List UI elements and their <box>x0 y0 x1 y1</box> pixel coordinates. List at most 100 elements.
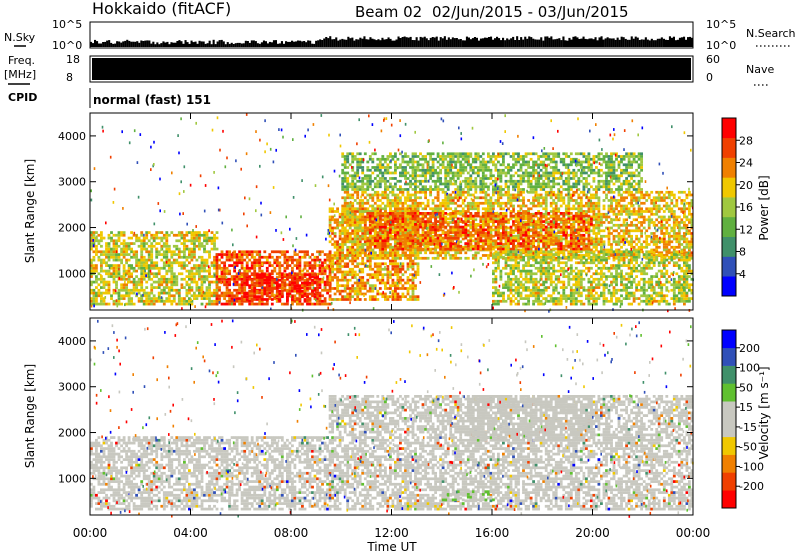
power-cell <box>95 286 98 289</box>
power-cell <box>243 282 246 285</box>
power-cell <box>256 276 259 279</box>
power-cell <box>123 234 126 237</box>
power-cell <box>407 265 410 268</box>
nsky-bar <box>430 38 432 47</box>
power-cell <box>663 194 666 197</box>
power-cell <box>434 257 437 260</box>
power-cell <box>118 234 121 237</box>
power-cell <box>623 232 626 235</box>
power-cell <box>392 238 395 241</box>
power-cell <box>349 298 352 301</box>
power-cell <box>148 259 151 262</box>
power-cell <box>618 202 621 205</box>
power-cell <box>414 202 417 205</box>
power-cell <box>168 292 171 295</box>
power-cell <box>598 213 601 216</box>
power-cell <box>660 207 663 210</box>
nsky-bar <box>390 39 392 47</box>
power-cell <box>145 281 148 284</box>
power-cell <box>356 194 359 197</box>
power-cell <box>236 300 239 303</box>
power-cell <box>314 259 317 262</box>
power-cell <box>379 262 382 265</box>
power-cell <box>381 257 384 260</box>
power-cell <box>258 300 261 303</box>
nave-label: Nave <box>746 63 774 76</box>
nsky-bar <box>114 44 116 47</box>
power-cell <box>263 279 266 282</box>
power-cell <box>130 242 133 245</box>
nsky-bar <box>677 40 679 47</box>
power-cell <box>173 300 176 303</box>
power-cell <box>125 261 128 264</box>
power-cell <box>95 250 98 253</box>
power-cell <box>364 229 367 232</box>
power-cell <box>376 194 379 197</box>
power-cell <box>673 221 676 224</box>
power-cell <box>334 227 337 230</box>
power-cell <box>256 282 259 285</box>
power-cell <box>248 275 251 278</box>
power-cell <box>301 295 304 298</box>
power-cell <box>100 267 103 270</box>
power-cell <box>354 293 357 296</box>
power-cell <box>427 240 430 243</box>
power-cell <box>670 210 673 213</box>
nsky-bar <box>249 43 251 47</box>
nsky-bar <box>562 37 564 48</box>
power-cell <box>570 199 573 202</box>
power-cell <box>258 282 261 285</box>
power-cell <box>655 196 658 199</box>
power-cell <box>392 205 395 208</box>
power-cell <box>329 221 332 224</box>
power-cell <box>186 239 189 242</box>
nsky-bar <box>241 44 243 48</box>
nave-tick-bottom: 0 <box>706 71 713 84</box>
power-cell <box>216 278 219 281</box>
power-cell <box>356 284 359 287</box>
power-cell <box>299 276 302 279</box>
power-cell <box>148 256 151 259</box>
power-cell <box>397 293 400 296</box>
power-cell <box>183 242 186 245</box>
power-cell <box>467 191 470 194</box>
power-cell <box>120 286 123 289</box>
power-cell <box>321 281 324 284</box>
power-cell <box>402 273 405 276</box>
power-cell <box>216 303 219 306</box>
power-cell <box>374 265 377 268</box>
power-cell <box>233 261 236 264</box>
power-cell <box>419 196 422 199</box>
power-cell <box>608 243 611 246</box>
power-cell <box>356 295 359 298</box>
power-cell <box>397 199 400 202</box>
power-cell <box>361 251 364 254</box>
power-cell <box>384 293 387 296</box>
power-cell <box>361 191 364 194</box>
power-cell <box>148 253 151 256</box>
power-cell <box>241 287 244 290</box>
power-cell <box>344 210 347 213</box>
power-cell <box>562 202 565 205</box>
power-cell <box>459 191 462 194</box>
power-cell <box>226 250 229 253</box>
power-cell <box>125 242 128 245</box>
power-cell <box>678 229 681 232</box>
power-cell <box>170 275 173 278</box>
power-cell <box>213 300 216 303</box>
power-cell <box>595 240 598 243</box>
power-cell <box>103 303 106 306</box>
power-cell <box>148 231 151 234</box>
power-cell <box>364 224 367 227</box>
power-cell <box>95 253 98 256</box>
power-cell <box>336 254 339 257</box>
power-cell <box>128 275 131 278</box>
power-cell <box>268 284 271 287</box>
power-cell <box>284 256 287 259</box>
power-cell <box>577 194 580 197</box>
power-cell <box>276 284 279 287</box>
power-cell <box>143 278 146 281</box>
power-cell <box>608 205 611 208</box>
power-cell <box>251 273 254 276</box>
power-cell <box>351 284 354 287</box>
